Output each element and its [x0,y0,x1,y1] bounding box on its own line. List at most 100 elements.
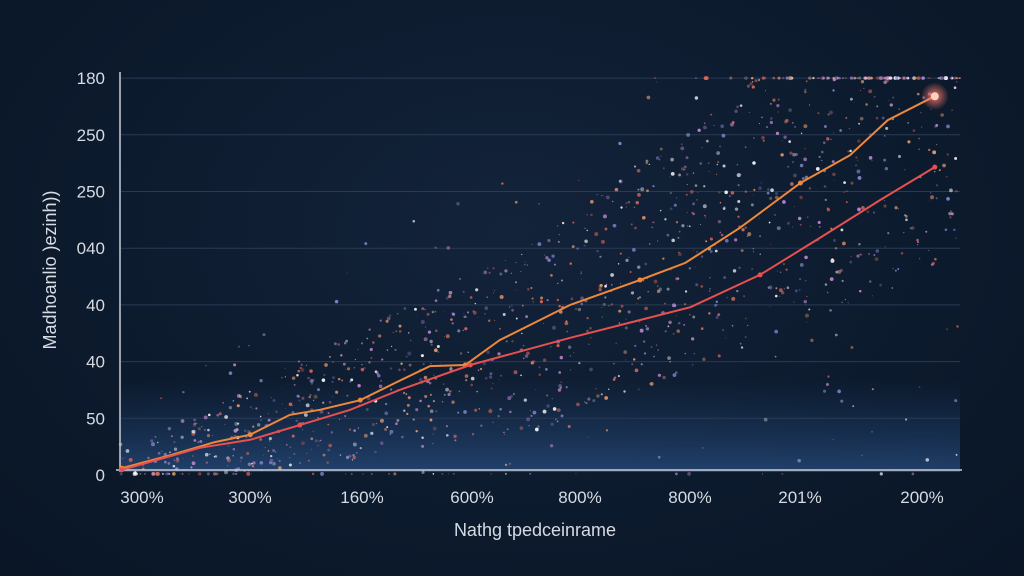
particle [829,277,834,282]
particle [605,195,610,200]
particle [442,383,445,385]
particle [236,473,238,475]
particle [234,422,239,426]
particle [781,472,784,475]
particle [823,185,827,188]
particle [332,361,334,363]
particle [700,224,701,225]
particle [233,363,237,367]
particle [552,325,556,330]
particle [291,376,296,380]
particle [871,159,873,162]
particle [451,322,454,325]
particle [806,216,809,219]
particle [191,461,196,466]
particle [545,368,548,371]
particle [940,113,944,117]
particle [180,419,185,423]
particle [188,473,190,475]
particle [458,390,461,393]
particle [580,296,584,301]
particle [782,76,785,80]
particle [172,472,176,476]
particle [297,369,301,373]
particle [284,367,286,369]
particle [532,410,537,415]
particle [660,155,662,157]
particle [637,265,641,269]
particle [596,249,599,253]
particle [949,216,952,219]
particle [799,163,804,168]
particle [604,284,607,288]
particle [345,339,348,343]
particle [849,97,853,101]
particle [415,408,419,412]
particle [689,313,691,316]
particle [585,401,588,405]
particle [666,287,670,291]
particle [489,372,493,376]
particle [739,173,742,176]
particle [656,81,658,83]
particle [954,157,958,160]
particle [556,225,559,227]
particle [590,213,593,217]
particle [546,404,550,408]
particle [352,453,355,457]
particle [558,371,562,374]
particle [847,302,849,304]
particle [602,214,607,219]
particle [774,294,778,298]
particle [704,76,709,81]
particle [944,228,948,232]
particle [700,327,704,330]
particle [327,448,331,452]
particle [457,329,461,333]
particle [925,458,930,462]
particle [715,300,718,303]
particle [482,361,486,366]
particle [753,137,755,139]
particle [793,125,797,129]
particle [723,276,727,279]
particle [590,199,594,204]
particle [932,150,937,155]
particle [576,247,579,250]
particle [467,351,469,353]
particle [856,254,860,258]
particle [716,163,719,166]
particle [818,155,821,159]
particle [172,464,176,468]
particle [619,180,622,183]
particle [511,310,514,312]
particle [717,354,721,358]
particle [590,337,592,339]
particle [664,218,667,221]
particle [484,376,488,380]
particle [299,366,302,370]
particle [422,363,425,366]
particle [408,332,410,334]
particle [362,473,364,475]
particle [195,422,198,425]
particle [259,438,263,441]
particle [817,112,820,115]
particle [514,200,518,204]
particle [611,284,613,286]
data-point [247,432,253,438]
particle [175,458,180,463]
particle [897,268,900,270]
particle [857,76,862,80]
particle [884,166,889,171]
particle [478,408,481,410]
particle [299,462,301,464]
particle [550,273,553,277]
particle [281,376,283,379]
particle [762,473,764,475]
particle [307,459,310,462]
particle [927,77,930,79]
particle [852,405,855,408]
particle [215,473,218,475]
particle [793,206,795,208]
